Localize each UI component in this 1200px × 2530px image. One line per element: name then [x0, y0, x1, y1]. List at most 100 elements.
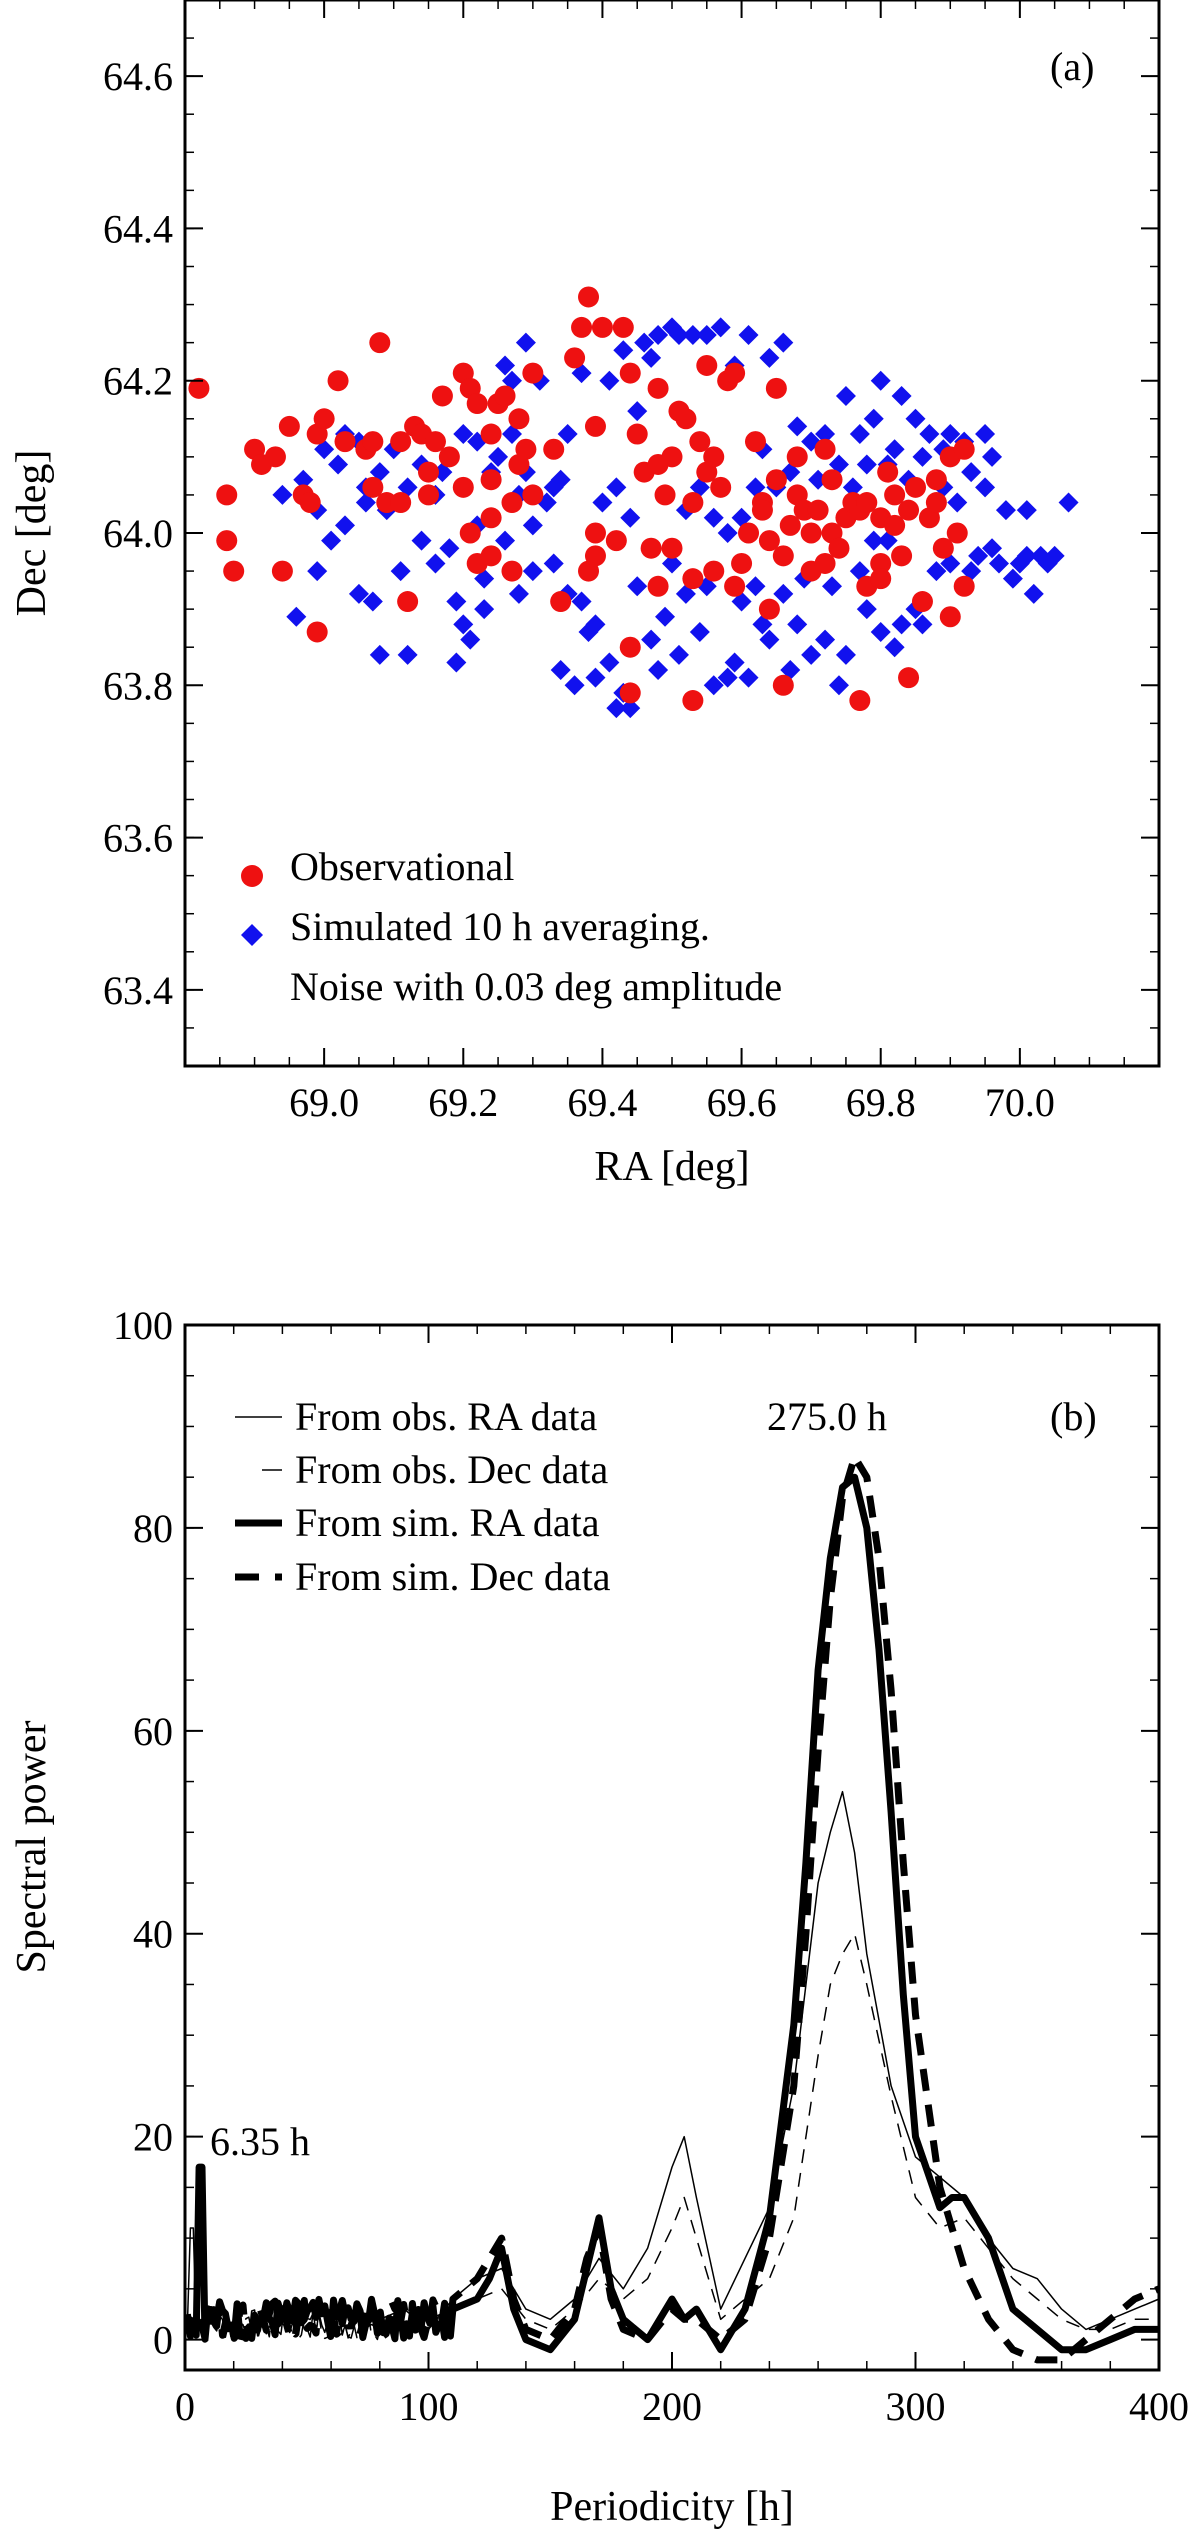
observational-point — [466, 393, 488, 415]
simulated-point — [662, 553, 682, 574]
observational-point — [772, 545, 794, 567]
simulated-point — [522, 515, 543, 536]
observational-point — [264, 446, 286, 468]
simulated-point — [453, 424, 474, 445]
simulated-point — [995, 500, 1016, 521]
observational-point — [591, 316, 613, 338]
simulated-point — [606, 477, 627, 498]
observational-point — [911, 591, 933, 613]
simulated-point — [425, 553, 446, 574]
series-line-thin-solid — [186, 1790, 1160, 2339]
simulated-point — [982, 446, 1003, 467]
observational-point — [564, 347, 586, 369]
observational-point — [661, 537, 683, 559]
y-tick-label: 40 — [133, 1912, 173, 1957]
y-tick-label: 63.6 — [103, 816, 173, 861]
simulated-point — [856, 454, 877, 475]
simulated-point — [348, 583, 369, 604]
observational-point — [786, 446, 808, 468]
observational-point — [932, 537, 954, 559]
y-tick-label: 64.0 — [103, 511, 173, 556]
observational-point — [501, 492, 523, 514]
series-line-thin-dashed — [187, 1932, 1159, 2341]
simulated-point — [1023, 583, 1044, 604]
simulated-point — [801, 644, 822, 665]
observational-point — [772, 674, 794, 696]
observational-point — [661, 446, 683, 468]
observational-point — [884, 484, 906, 506]
observational-point — [814, 552, 836, 574]
simulated-point — [787, 416, 808, 437]
observational-point — [724, 575, 746, 597]
simulated-point — [522, 561, 543, 582]
observational-point — [710, 476, 732, 498]
annotation-6-35h: 6.35 h — [210, 2119, 310, 2164]
x-tick-label: 69.4 — [567, 1080, 637, 1125]
observational-point — [480, 507, 502, 529]
observational-point — [891, 545, 913, 567]
observational-point — [703, 446, 725, 468]
simulated-point — [585, 614, 606, 635]
simulated-point — [975, 477, 996, 498]
simulated-point — [717, 667, 738, 688]
observational-point — [682, 690, 704, 712]
observational-point — [731, 552, 753, 574]
simulated-point — [1009, 553, 1030, 574]
observational-point — [724, 362, 746, 384]
legend-label-observational: Observational — [290, 844, 514, 889]
simulated-point — [738, 325, 759, 346]
observational-point — [362, 476, 384, 498]
observational-point — [905, 476, 926, 498]
simulated-point — [460, 629, 481, 650]
simulated-point — [286, 606, 307, 627]
observational-point — [696, 354, 718, 376]
observational-point — [459, 522, 481, 544]
simulated-point — [745, 576, 766, 597]
y-tick-label: 80 — [133, 1506, 173, 1551]
simulated-point — [842, 477, 863, 498]
observational-point — [431, 385, 453, 407]
simulated-point — [926, 561, 947, 582]
observational-point — [494, 385, 516, 407]
observational-point — [522, 484, 544, 506]
observational-point — [849, 690, 871, 712]
simulated-point — [912, 614, 933, 635]
simulated-point — [891, 385, 912, 406]
simulated-point — [863, 530, 884, 551]
observational-point — [626, 423, 648, 445]
observational-point — [390, 492, 412, 514]
simulated-point — [1002, 568, 1023, 589]
simulated-point — [759, 347, 780, 368]
x-tick-label: 69.0 — [289, 1080, 359, 1125]
observational-point — [508, 408, 530, 430]
observational-point — [800, 522, 822, 544]
observational-point — [619, 362, 641, 384]
simulated-point — [488, 446, 509, 467]
y-tick-label: 0 — [153, 2318, 173, 2363]
observational-point — [765, 469, 787, 491]
panel-a-ylabel: Dec [deg] — [9, 450, 55, 617]
observational-point — [313, 408, 335, 430]
simulated-point — [689, 621, 710, 642]
simulated-point — [717, 523, 738, 543]
simulated-point — [543, 553, 564, 574]
simulated-point — [599, 370, 620, 391]
simulated-point — [648, 660, 669, 681]
simulated-point — [863, 408, 884, 429]
legend-label-obs-dec: From obs. Dec data — [295, 1447, 609, 1492]
simulated-point — [564, 675, 585, 696]
simulated-point — [606, 698, 627, 719]
simulated-point — [446, 591, 467, 612]
simulated-point — [453, 614, 474, 635]
simulated-point — [961, 462, 982, 483]
observational-point — [397, 591, 419, 613]
legend-label-simulated: Simulated 10 h averaging. — [290, 904, 710, 949]
observational-point — [675, 408, 697, 430]
observational-point — [571, 316, 593, 338]
observational-point — [362, 431, 384, 453]
simulated-point — [884, 439, 905, 460]
panel-b-legend: From obs. RA data From obs. Dec data Fro… — [235, 1394, 611, 1599]
x-tick-label: 400 — [1129, 2384, 1189, 2429]
observational-point — [884, 514, 906, 536]
simulated-point — [557, 424, 578, 445]
